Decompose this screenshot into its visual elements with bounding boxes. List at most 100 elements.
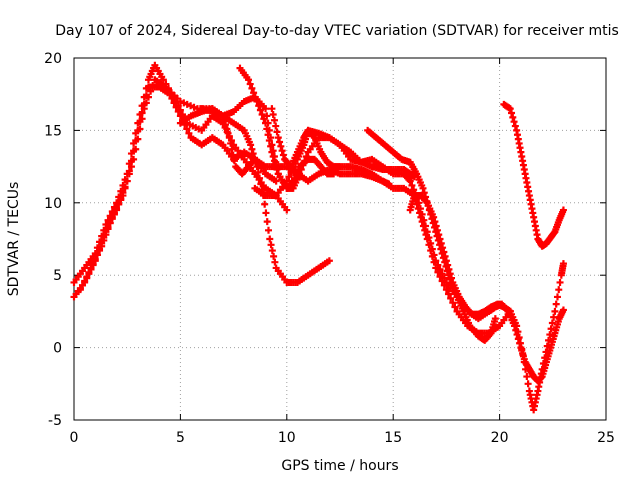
data-point <box>279 151 287 159</box>
data-point <box>102 231 110 239</box>
data-point <box>263 125 271 133</box>
data-point <box>132 145 140 153</box>
x-tick-label: 10 <box>278 430 296 446</box>
data-point <box>96 247 104 255</box>
data-point <box>551 307 559 315</box>
data-point <box>511 122 519 130</box>
data-point <box>147 87 155 95</box>
data-point <box>225 134 233 142</box>
data-point <box>272 161 280 169</box>
data-point <box>76 286 84 294</box>
data-point <box>432 257 440 265</box>
data-point <box>256 174 264 182</box>
data-point <box>81 277 89 285</box>
data-point <box>100 236 108 244</box>
data-point <box>437 239 445 247</box>
data-point <box>444 261 452 269</box>
data-point <box>265 137 273 145</box>
data-point <box>325 257 333 265</box>
data-point <box>448 274 456 282</box>
data-point <box>119 192 127 200</box>
data-point <box>330 170 338 178</box>
data-point <box>264 131 272 139</box>
data-point <box>117 196 125 204</box>
data-point <box>140 105 148 113</box>
y-tick-label: 5 <box>53 268 62 284</box>
y-tick-label: 20 <box>44 51 62 67</box>
data-point <box>108 213 116 221</box>
data-point <box>524 380 532 388</box>
data-point <box>447 294 455 302</box>
data-point <box>138 115 146 123</box>
data-point <box>272 122 280 130</box>
data-point <box>255 102 263 110</box>
data-point <box>553 293 561 301</box>
data-point <box>273 165 281 173</box>
data-point <box>506 105 514 113</box>
data-point <box>248 84 256 92</box>
data-point <box>416 205 424 213</box>
data-point <box>552 300 560 308</box>
data-point <box>79 281 87 289</box>
data-point <box>419 184 427 192</box>
data-point <box>185 129 193 137</box>
data-point <box>445 265 453 273</box>
data-point <box>385 180 393 188</box>
data-point <box>512 326 520 334</box>
data-point <box>253 97 261 105</box>
data-point <box>433 226 441 234</box>
data-point <box>251 93 259 101</box>
data-point <box>263 218 271 226</box>
data-point <box>451 303 459 311</box>
y-tick-label: 15 <box>44 123 62 139</box>
grid <box>74 58 606 420</box>
data-point <box>230 157 238 165</box>
data-point <box>257 180 265 188</box>
data-point <box>428 245 436 253</box>
data-point <box>258 110 266 118</box>
data-point <box>273 128 281 136</box>
data-point <box>130 155 138 163</box>
data-point <box>422 222 430 230</box>
data-point <box>269 110 277 118</box>
data-point <box>272 177 280 185</box>
data-point <box>183 125 191 133</box>
data-point <box>268 148 276 156</box>
data-point <box>268 247 276 255</box>
data-point <box>254 168 262 176</box>
data-point <box>142 99 150 107</box>
data-point <box>106 219 114 227</box>
x-axis-label: GPS time / hours <box>281 458 398 474</box>
data-point <box>268 105 276 113</box>
data-point <box>510 322 518 330</box>
y-tick-label: -5 <box>48 413 62 429</box>
data-point <box>262 209 270 217</box>
data-point <box>420 216 428 224</box>
data-point <box>149 82 157 90</box>
data-point <box>508 109 516 117</box>
data-point <box>266 235 274 243</box>
data-point <box>434 261 442 269</box>
data-point <box>436 235 444 243</box>
data-point <box>510 118 518 126</box>
data-point <box>274 134 282 142</box>
data-point <box>440 274 448 282</box>
data-point <box>509 113 517 121</box>
data-point <box>439 244 447 252</box>
data-point <box>229 151 237 159</box>
data-point <box>224 129 232 137</box>
data-point <box>559 260 567 268</box>
x-tick-label: 20 <box>491 430 509 446</box>
data-point <box>550 313 558 321</box>
y-tick-label: 0 <box>53 341 62 357</box>
data-point <box>270 157 278 165</box>
y-axis-label: SDTVAR / TECUs <box>6 182 22 297</box>
data-point <box>559 206 567 214</box>
series-arc-8 <box>268 105 393 188</box>
data-point <box>270 252 278 260</box>
data-point <box>442 257 450 265</box>
plot-frame <box>73 57 607 421</box>
series-arc-11 <box>485 300 567 385</box>
data-point <box>406 177 414 185</box>
